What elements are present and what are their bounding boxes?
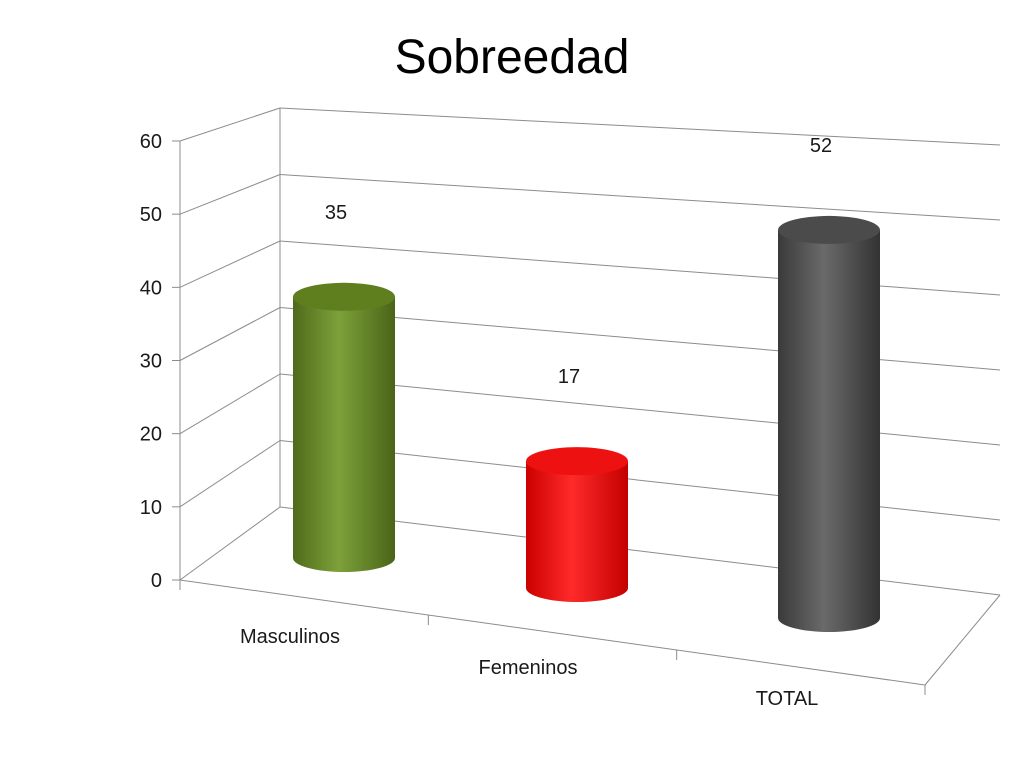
axes bbox=[172, 108, 1001, 695]
data-label: 52 bbox=[810, 135, 832, 157]
y-tick-label: 10 bbox=[140, 497, 162, 519]
x-axis bbox=[179, 579, 926, 686]
gridline-side bbox=[179, 373, 281, 435]
gridline-back bbox=[279, 174, 1001, 221]
x-tick-label: Femeninos bbox=[479, 657, 578, 679]
y-tick-label: 50 bbox=[140, 204, 162, 226]
gridline-back bbox=[279, 240, 1001, 296]
chart-title: Sobreedad bbox=[394, 31, 630, 84]
bar-total bbox=[778, 229, 880, 632]
bar-cap-total bbox=[778, 215, 880, 244]
x-tick-label: TOTAL bbox=[756, 688, 819, 710]
gridline-side bbox=[179, 174, 281, 215]
x-tick-label: Masculinos bbox=[240, 626, 340, 648]
bar-femeninos bbox=[526, 461, 628, 602]
bars bbox=[293, 215, 880, 632]
y-tick-label: 60 bbox=[140, 131, 162, 153]
y-tick-label: 40 bbox=[140, 277, 162, 299]
bar-cap-femeninos bbox=[526, 447, 628, 476]
bar-cap-masculinos bbox=[293, 282, 395, 311]
gridline-side bbox=[179, 506, 281, 581]
gridline-side bbox=[179, 107, 281, 142]
data-label: 17 bbox=[558, 366, 580, 388]
gridline-side bbox=[179, 307, 281, 361]
labels: 0 10 20 30 40 50 60 35 17 52 Masculinos Femeninos TO… bbox=[140, 131, 832, 710]
gridline-back bbox=[279, 107, 1001, 146]
floor-right-edge bbox=[924, 594, 1001, 686]
y-tick-label: 0 bbox=[151, 570, 162, 592]
y-tick-label: 20 bbox=[140, 424, 162, 446]
y-tick-label: 30 bbox=[140, 351, 162, 373]
bar-masculinos bbox=[293, 296, 395, 572]
data-label: 35 bbox=[325, 202, 347, 224]
gridline-side bbox=[179, 440, 281, 508]
gridline-side bbox=[179, 240, 281, 288]
